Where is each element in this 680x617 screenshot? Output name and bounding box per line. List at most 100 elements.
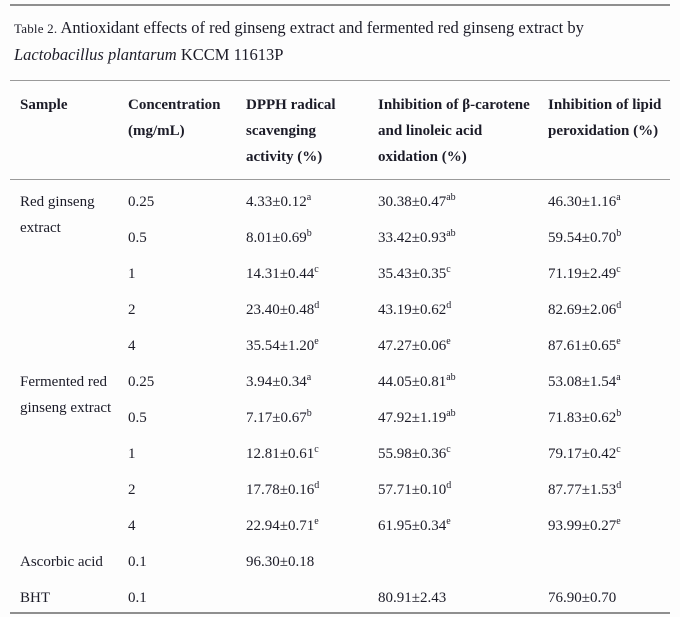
sig-superscript: e [314, 336, 319, 347]
caption-line1: Antioxidant effects of red ginseng extra… [60, 18, 584, 37]
dpph-cell: 35.54±1.20e [246, 336, 319, 355]
sample-cell: Fermented red ginseng extract [20, 374, 112, 416]
header-concentration: Concentration (mg/mL) [118, 80, 236, 180]
table-caption: Table 2. Antioxidant effects of red gins… [10, 6, 670, 80]
table-row: 4 22.94±0.71e 61.95±0.34e 93.99±0.27e [10, 504, 670, 540]
dpph-cell: 22.94±0.71e [246, 516, 319, 535]
dpph-cell: 17.78±0.16d [246, 480, 320, 499]
sample-cell: Red ginseng extract [20, 194, 95, 236]
concentration-cell: 0.25 [128, 194, 155, 210]
carotene-cell: 47.27±0.06e [378, 336, 451, 355]
sig-superscript: ab [446, 192, 456, 203]
sig-superscript: ab [446, 408, 456, 419]
concentration-cell: 0.5 [128, 410, 147, 426]
sig-superscript: a [306, 372, 312, 383]
carotene-cell: 44.05±0.81ab [378, 372, 456, 391]
dpph-cell: 8.01±0.69b [246, 228, 312, 247]
sig-superscript: b [616, 228, 622, 239]
carotene-cell: 47.92±1.19ab [378, 408, 456, 427]
sig-superscript: c [446, 264, 451, 275]
table-row: 0.5 8.01±0.69b 33.42±0.93ab 59.54±0.70b [10, 216, 670, 252]
carotene-cell: 43.19±0.62d [378, 300, 452, 319]
lipid-cell: 87.61±0.65e [548, 336, 621, 355]
sig-superscript: d [314, 300, 320, 311]
carotene-cell: 35.43±0.35c [378, 264, 451, 283]
sig-superscript: b [306, 228, 312, 239]
sig-superscript: e [314, 516, 319, 527]
top-rule [10, 4, 670, 6]
table-header: Sample Concentration (mg/mL) DPPH radica… [10, 80, 670, 180]
header-lipid: Inhibition of lipid peroxidation (%) [538, 80, 670, 180]
sig-superscript: d [446, 300, 452, 311]
sig-superscript: ab [446, 372, 456, 383]
sig-superscript: d [314, 480, 320, 491]
carotene-cell: 30.38±0.47ab [378, 192, 456, 211]
carotene-cell: 61.95±0.34e [378, 516, 451, 535]
table-row: Fermented red ginseng extract 0.25 3.94±… [10, 360, 670, 417]
lipid-cell: 82.69±2.06d [548, 300, 622, 319]
sig-superscript: d [616, 480, 622, 491]
sig-superscript: c [616, 264, 621, 275]
lipid-cell: 71.83±0.62b [548, 408, 622, 427]
sig-superscript: a [616, 192, 621, 203]
lipid-cell: 71.19±2.49c [548, 264, 621, 283]
sig-superscript: b [616, 408, 622, 419]
sig-superscript: ab [446, 228, 456, 239]
concentration-cell: 0.5 [128, 230, 147, 246]
sig-superscript: a [616, 372, 621, 383]
table-row: Red ginseng extract 0.25 4.33±0.12a 30.3… [10, 180, 670, 237]
sig-superscript: e [616, 336, 621, 347]
carotene-cell: 80.91±2.43 [378, 590, 447, 606]
table-row: 2 23.40±0.48d 43.19±0.62d 82.69±2.06d [10, 288, 670, 324]
sig-superscript: b [306, 408, 312, 419]
dpph-cell: 14.31±0.44c [246, 264, 319, 283]
sig-superscript: d [446, 480, 452, 491]
sample-cell: BHT [20, 590, 50, 606]
lipid-cell: 87.77±1.53d [548, 480, 622, 499]
carotene-cell: 55.98±0.36c [378, 444, 451, 463]
lipid-cell: 59.54±0.70b [548, 228, 622, 247]
table-row: 1 14.31±0.44c 35.43±0.35c 71.19±2.49c [10, 252, 670, 288]
sig-superscript: e [446, 516, 451, 527]
table-number-label: Table 2. [14, 21, 58, 36]
dpph-cell: 96.30±0.18 [246, 554, 315, 570]
sig-superscript: c [314, 444, 319, 455]
header-dpph: DPPH radical scavenging activity (%) [236, 80, 368, 180]
lipid-cell: 53.08±1.54a [548, 372, 621, 391]
table-row: Ascorbic acid 0.1 96.30±0.18 [10, 540, 670, 576]
concentration-cell: 4 [128, 518, 136, 534]
concentration-cell: 2 [128, 482, 136, 498]
concentration-cell: 1 [128, 266, 136, 282]
lipid-cell: 46.30±1.16a [548, 192, 621, 211]
lipid-cell [538, 540, 670, 576]
table-row: BHT 0.1 80.91±2.43 76.90±0.70 [10, 576, 670, 613]
header-row: Sample Concentration (mg/mL) DPPH radica… [10, 80, 670, 180]
dpph-cell: 12.81±0.61c [246, 444, 319, 463]
table-row: 4 35.54±1.20e 47.27±0.06e 87.61±0.65e [10, 324, 670, 360]
lipid-cell: 79.17±0.42c [548, 444, 621, 463]
header-sample: Sample [10, 80, 118, 180]
carotene-cell: 33.42±0.93ab [378, 228, 456, 247]
dpph-cell: 23.40±0.48d [246, 300, 320, 319]
lipid-cell: 76.90±0.70 [548, 590, 617, 606]
concentration-cell: 2 [128, 302, 136, 318]
sig-superscript: d [616, 300, 622, 311]
carotene-cell [368, 540, 538, 576]
dpph-cell: 7.17±0.67b [246, 408, 312, 427]
table-container: Table 2. Antioxidant effects of red gins… [10, 4, 670, 614]
concentration-cell: 0.25 [128, 374, 155, 390]
table-row: 0.5 7.17±0.67b 47.92±1.19ab 71.83±0.62b [10, 396, 670, 432]
table-body: Red ginseng extract 0.25 4.33±0.12a 30.3… [10, 180, 670, 614]
sig-superscript: a [306, 192, 312, 203]
table-row: 1 12.81±0.61c 55.98±0.36c 79.17±0.42c [10, 432, 670, 468]
concentration-cell: 0.1 [128, 554, 147, 570]
sample-cell: Ascorbic acid [20, 554, 103, 570]
concentration-cell: 0.1 [128, 590, 147, 606]
sig-superscript: c [446, 444, 451, 455]
carotene-cell: 57.71±0.10d [378, 480, 452, 499]
caption-line2-tail: KCCM 11613P [180, 45, 284, 64]
concentration-cell: 4 [128, 338, 136, 354]
dpph-cell: 3.94±0.34a [246, 372, 312, 391]
table-row: 2 17.78±0.16d 57.71±0.10d 87.77±1.53d [10, 468, 670, 504]
dpph-cell: 4.33±0.12a [246, 192, 312, 211]
